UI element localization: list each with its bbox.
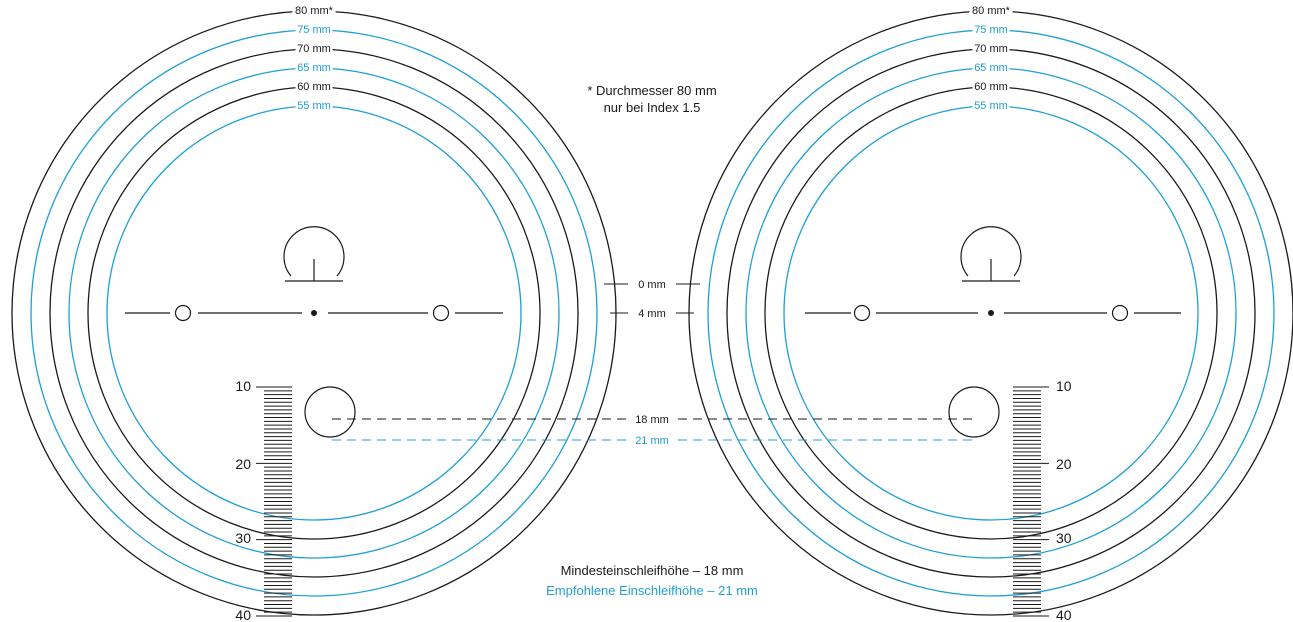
left-ring-label-3: 65 mm (297, 62, 331, 74)
right-scale-label-20: 20 (1056, 456, 1072, 472)
legend-recommended-height: Empfohlene Einschleifhöhe – 21 mm (546, 583, 758, 598)
right-top-arc (960, 226, 1022, 277)
right-lower-circle (948, 386, 1000, 438)
left-ring-label-bg-5 (295, 99, 333, 112)
right-scale-label-10: 10 (1056, 378, 1072, 394)
ring-labels: 80 mm* 75 mm 70 mm 65 mm 60 mm 55 mm 80 mm* 75 … (292, 4, 1013, 112)
left-top-arc (283, 226, 345, 277)
left-lens-markings (125, 226, 503, 438)
recommended-height-line-label: 21 mm (635, 435, 669, 447)
right-ring-label-5: 55 mm (974, 100, 1008, 112)
left-ring-label-5: 55 mm (297, 100, 331, 112)
right-ring-label-bg-2 (972, 42, 1010, 55)
right-ring-label-bg-1 (972, 23, 1010, 36)
right-ring-label-0: 80 mm* (972, 5, 1011, 17)
left-ring-label-bg-0 (292, 4, 336, 17)
right-ring-label-bg-4 (972, 80, 1010, 93)
zero-mm-label: 0 mm (638, 279, 666, 291)
four-mm-label: 4 mm (638, 308, 666, 320)
right-scale (1013, 386, 1049, 617)
left-ring-label-4: 60 mm (297, 81, 331, 93)
right-marker-circle-inner (853, 304, 871, 322)
right-scale-label-30: 30 (1056, 530, 1072, 546)
right-center-dot (987, 310, 994, 317)
left-ring-label-bg-3 (295, 61, 333, 74)
left-scale-label-40: 40 (235, 607, 251, 622)
left-scale-label-30: 30 (235, 530, 251, 546)
right-scale-labels: 10 20 30 40 (1056, 378, 1072, 622)
left-marker-circle-outer (174, 304, 192, 322)
left-ring-label-bg-1 (295, 23, 333, 36)
left-ring-label-1: 75 mm (297, 24, 331, 36)
legend-min-height: Mindesteinschleifhöhe – 18 mm (561, 563, 744, 578)
left-ring-label-bg-2 (295, 42, 333, 55)
left-ring-label-bg-4 (295, 80, 333, 93)
left-scale (256, 386, 292, 617)
right-ring-label-2: 70 mm (974, 43, 1008, 55)
right-ring-label-4: 60 mm (974, 81, 1008, 93)
right-ring-label-1: 75 mm (974, 24, 1008, 36)
min-height-line-label: 18 mm (635, 414, 669, 426)
left-ring-label-0: 80 mm* (295, 5, 334, 17)
right-ring-label-bg-0 (969, 4, 1013, 17)
height-lines (332, 418, 972, 441)
left-scale-label-10: 10 (235, 378, 251, 394)
center-markers (604, 283, 700, 314)
left-center-dot (311, 310, 318, 317)
footnote-line-1: * Durchmesser 80 mm (587, 83, 716, 98)
left-ring-label-2: 70 mm (297, 43, 331, 55)
right-ring-label-bg-5 (972, 99, 1010, 112)
left-marker-circle-inner (432, 304, 450, 322)
left-lower-circle (304, 386, 356, 438)
right-ring-label-3: 65 mm (974, 62, 1008, 74)
right-lens-markings (805, 226, 1181, 438)
footnote-line-2: nur bei Index 1.5 (604, 100, 701, 115)
right-marker-circle-outer (1111, 304, 1129, 322)
right-ring-label-bg-3 (972, 61, 1010, 74)
right-scale-label-40: 40 (1056, 607, 1072, 622)
left-scale-label-20: 20 (235, 456, 251, 472)
left-scale-labels: 10 20 30 40 (235, 378, 251, 622)
